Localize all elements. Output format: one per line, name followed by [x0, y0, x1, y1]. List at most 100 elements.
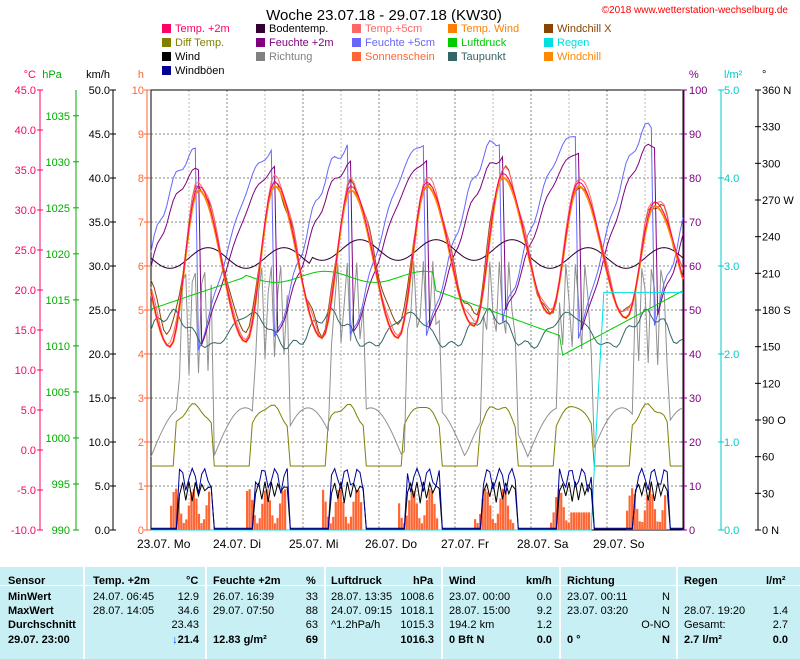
- table-cell-dir-val: N: [662, 605, 670, 617]
- axis-tick-label: 120: [762, 378, 780, 390]
- sunshine-bar: [565, 520, 568, 530]
- axis-tick-label: 270 W: [762, 195, 794, 207]
- table-cell-temp-val: 34.6: [177, 605, 199, 617]
- sunshine-bar: [268, 500, 271, 530]
- sunshine-bar: [626, 510, 629, 530]
- axis-unit: °: [762, 69, 766, 81]
- header-wind: Wind: [449, 575, 476, 587]
- sunshine-bar: [246, 490, 249, 530]
- sunshine-bar: [570, 512, 573, 530]
- sunshine-bar: [588, 512, 591, 530]
- copyright[interactable]: ©2018 www.wetterstation-wechselburg.de: [602, 5, 789, 16]
- axis-tick-label: 990: [52, 525, 70, 537]
- sunshine-bar: [504, 491, 507, 530]
- sunshine-bar: [266, 489, 269, 530]
- legend-label: Feuchte +5cm: [365, 37, 435, 49]
- sunshine-bar: [641, 521, 644, 530]
- table-cell-label: 29.07. 23:00: [8, 634, 70, 646]
- sunshine-bar: [200, 523, 203, 530]
- axis-tick-label: 1035: [46, 111, 70, 123]
- legend-swatch: [352, 52, 361, 61]
- axis-tick-label: 70: [689, 217, 701, 229]
- legend-label: Windchill: [557, 51, 601, 63]
- legend-swatch: [448, 24, 457, 33]
- axis-tick-label: 40: [689, 349, 701, 361]
- sunshine-bar: [408, 500, 411, 530]
- sunshine-bar: [354, 489, 358, 530]
- series-rain: [151, 291, 683, 531]
- axis-tick-label: 3.0: [724, 261, 739, 273]
- legend-label: Luftdruck: [461, 37, 507, 49]
- sunshine-bar: [638, 521, 641, 530]
- sunshine-bar: [550, 522, 553, 530]
- axis-tick-label: 1015: [46, 295, 70, 307]
- sunshine-bar: [332, 516, 335, 530]
- sunshine-bar: [276, 518, 279, 530]
- series-pressure: [150, 270, 684, 356]
- sunshine-bar: [278, 503, 282, 530]
- table-cell-hum-date: 12.83 g/m²: [213, 634, 267, 646]
- sunshine-bar: [208, 491, 211, 530]
- axis-tick-label: 240: [762, 232, 780, 244]
- legend-swatch: [448, 38, 457, 47]
- table-cell-wind-val: 1.2: [536, 619, 552, 631]
- sunshine-bar: [349, 516, 353, 530]
- axis-tick-label: 1005: [46, 387, 70, 399]
- axis-tick-label: 2.0: [724, 349, 739, 361]
- table-cell-hum-val: 33: [305, 591, 318, 603]
- sunshine-bar: [509, 519, 512, 530]
- legend-swatch: [256, 52, 265, 61]
- sunshine-bar: [263, 490, 266, 530]
- x-tick-label: 24.07. Di: [213, 537, 261, 551]
- table-cell-dir-val: N: [662, 634, 670, 646]
- header-humidity-unit: %: [306, 575, 316, 587]
- sunshine-bar: [572, 512, 575, 530]
- x-tick-label: 28.07. Sa: [517, 537, 569, 551]
- sunshine-bar: [251, 499, 254, 530]
- sunshine-bar: [258, 518, 261, 530]
- axis-tick-label: 330: [762, 122, 780, 134]
- sunshine-bar: [474, 519, 477, 530]
- axis-tick-label: 40.0: [15, 125, 36, 137]
- header-rain: Regen: [684, 575, 718, 587]
- axis-tick-label: 25.0: [15, 245, 36, 257]
- axis-tick-label: 9: [138, 129, 144, 141]
- table-cell-press-val: 1008.6: [400, 591, 434, 603]
- axis-tick-label: -10.0: [11, 525, 36, 537]
- axis-tick-label: -5.0: [17, 485, 36, 497]
- sunshine-bar: [501, 488, 505, 530]
- axis-tick-label: 50.0: [89, 85, 110, 97]
- sunshine-bar: [347, 523, 350, 530]
- x-tick-label: 23.07. Mo: [137, 537, 191, 551]
- series-direction: [150, 261, 684, 458]
- sunshine-bar: [284, 489, 287, 530]
- sunshine-bar: [400, 517, 403, 530]
- table-cell-wind-date: 28.07. 15:00: [449, 605, 511, 617]
- sunshine-bar: [653, 509, 657, 530]
- table-cell-hum-date: 26.07. 16:39: [213, 591, 275, 603]
- table-cell-rain-val: 0.0: [772, 634, 788, 646]
- axis-tick-label: 1030: [46, 157, 70, 169]
- header-direction: Richtung: [567, 575, 615, 587]
- sunshine-bar: [185, 519, 188, 530]
- sunshine-bar: [585, 512, 588, 530]
- legend-swatch: [448, 52, 457, 61]
- sunshine-bar: [329, 523, 332, 530]
- axis-tick-label: 100: [689, 85, 707, 97]
- sunshine-bar: [256, 523, 259, 530]
- sunshine-bar: [656, 521, 659, 530]
- sunshine-bar: [418, 518, 421, 530]
- axis-tick-label: 30: [689, 393, 701, 405]
- legend-swatch: [162, 66, 171, 75]
- table-cell-wind-date: 194.2 km: [449, 619, 495, 631]
- axis-tick-label: 50: [689, 305, 701, 317]
- sunshine-bar: [177, 498, 180, 530]
- sunshine-bar: [413, 490, 416, 530]
- sunshine-bar: [580, 512, 583, 530]
- axis-unit: km/h: [86, 69, 110, 81]
- axis-tick-label: 0.0: [95, 525, 110, 537]
- axis-tick-label: 1000: [46, 433, 70, 445]
- sunshine-bar: [494, 523, 497, 530]
- chart-plot-area: [150, 122, 684, 531]
- series-humidity-5cm: [150, 122, 684, 352]
